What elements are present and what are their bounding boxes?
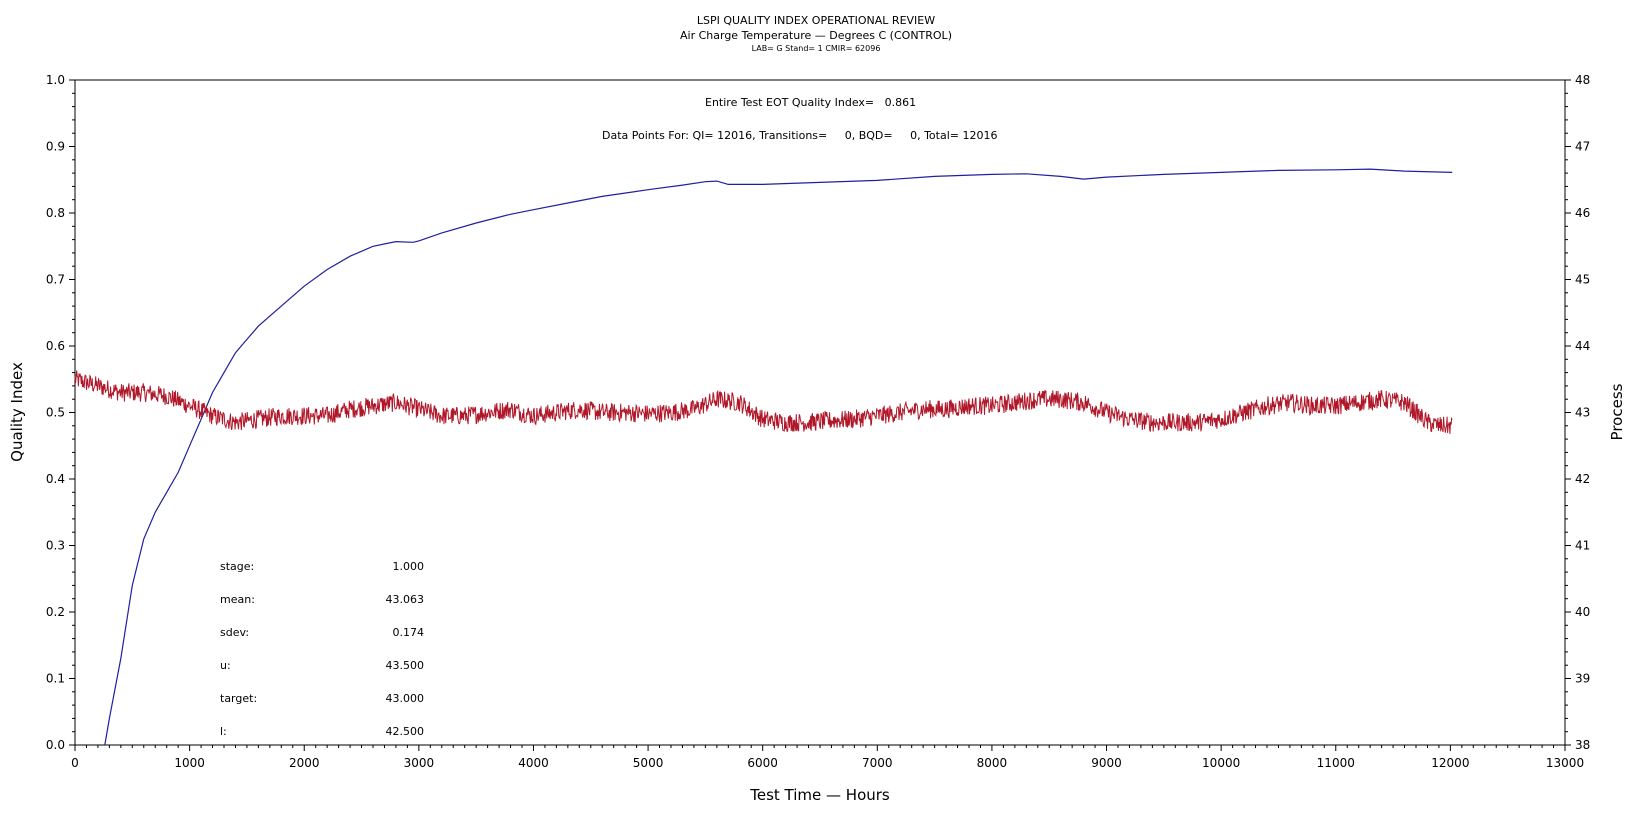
y2-tick-label: 47: [1575, 140, 1590, 154]
y2-tick-label: 40: [1575, 605, 1590, 619]
y2-tick-label: 38: [1575, 738, 1590, 752]
y-tick-label: 0.3: [46, 539, 65, 553]
x-tick-label: 3000: [404, 756, 435, 770]
x-tick-label: 8000: [977, 756, 1008, 770]
x-tick-label: 6000: [747, 756, 778, 770]
chart-subtitle: Air Charge Temperature — Degrees C (CONT…: [680, 29, 952, 42]
stat-label: stage:: [220, 560, 254, 573]
x-axis-label: Test Time — Hours: [749, 786, 890, 804]
y-axis-left: 0.0 0.1 0.2 0.3 0.4 0.5 0.6 0.7 0.8 0.9 1.0: [46, 73, 75, 752]
y2-tick-label: 48: [1575, 73, 1590, 87]
y2-tick-label: 41: [1575, 539, 1590, 553]
x-tick-label: 2000: [289, 756, 320, 770]
stat-value: 43.500: [386, 659, 425, 672]
y-tick-label: 0.6: [46, 339, 65, 353]
stat-value: 43.063: [386, 593, 425, 606]
x-tick-label: 11000: [1317, 756, 1355, 770]
y-tick-label: 0.8: [46, 206, 65, 220]
x-tick-label: 4000: [518, 756, 549, 770]
y-tick-label: 0.0: [46, 738, 65, 752]
y-tick-label: 0.9: [46, 140, 65, 154]
y-tick-label: 0.1: [46, 672, 65, 686]
y2-tick-label: 42: [1575, 472, 1590, 486]
x-tick-label: 10000: [1202, 756, 1240, 770]
stat-value: 1.000: [393, 560, 425, 573]
y-tick-label: 0.5: [46, 406, 65, 420]
stat-label: target:: [220, 692, 257, 705]
plot-frame: [74, 79, 1566, 746]
stats-block: stage: 1.000 mean: 43.063 sdev: 0.174 u: 43.500…: [220, 560, 424, 738]
stat-label: l:: [220, 725, 227, 738]
stat-label: mean:: [220, 593, 255, 606]
y-axis-left-label: Quality Index: [8, 362, 26, 462]
x-tick-label: 1000: [174, 756, 205, 770]
y2-tick-label: 46: [1575, 206, 1590, 220]
y2-tick-label: 43: [1575, 406, 1590, 420]
y2-tick-label: 44: [1575, 339, 1590, 353]
x-tick-label: 13000: [1546, 756, 1584, 770]
y-axis-right: 38 39 40 41 42 43 44 45 46 47 48: [1565, 73, 1590, 752]
stat-label: u:: [220, 659, 231, 672]
y-tick-label: 1.0: [46, 73, 65, 87]
chart-title: LSPI QUALITY INDEX OPERATIONAL REVIEW: [697, 14, 935, 27]
x-tick-label: 7000: [862, 756, 893, 770]
x-tick-label: 12000: [1431, 756, 1469, 770]
y2-tick-label: 39: [1575, 672, 1590, 686]
y2-tick-label: 45: [1575, 273, 1590, 287]
annotation-data-points: Data Points For: QI= 12016, Transitions=…: [602, 129, 997, 142]
stat-value: 42.500: [386, 725, 425, 738]
annotation-quality-index: Entire Test EOT Quality Index= 0.861: [705, 96, 916, 109]
y-tick-label: 0.2: [46, 605, 65, 619]
x-tick-label: 0: [71, 756, 79, 770]
stat-value: 43.000: [386, 692, 425, 705]
stat-label: sdev:: [220, 626, 249, 639]
y-axis-right-label: Process: [1608, 383, 1626, 440]
chart-subsubtitle: LAB= G Stand= 1 CMIR= 62096: [752, 44, 881, 53]
x-axis: 0 1000 2000 3000 4000 5000 6000 7000 8000 9000 100…: [71, 745, 1584, 770]
stat-value: 0.174: [393, 626, 425, 639]
series-quality-index-line: [104, 168, 1453, 746]
x-tick-label: 5000: [633, 756, 664, 770]
x-tick-label: 9000: [1091, 756, 1122, 770]
y-tick-label: 0.7: [46, 273, 65, 287]
y-tick-label: 0.4: [46, 472, 65, 486]
series-process-line: [74, 370, 1453, 434]
